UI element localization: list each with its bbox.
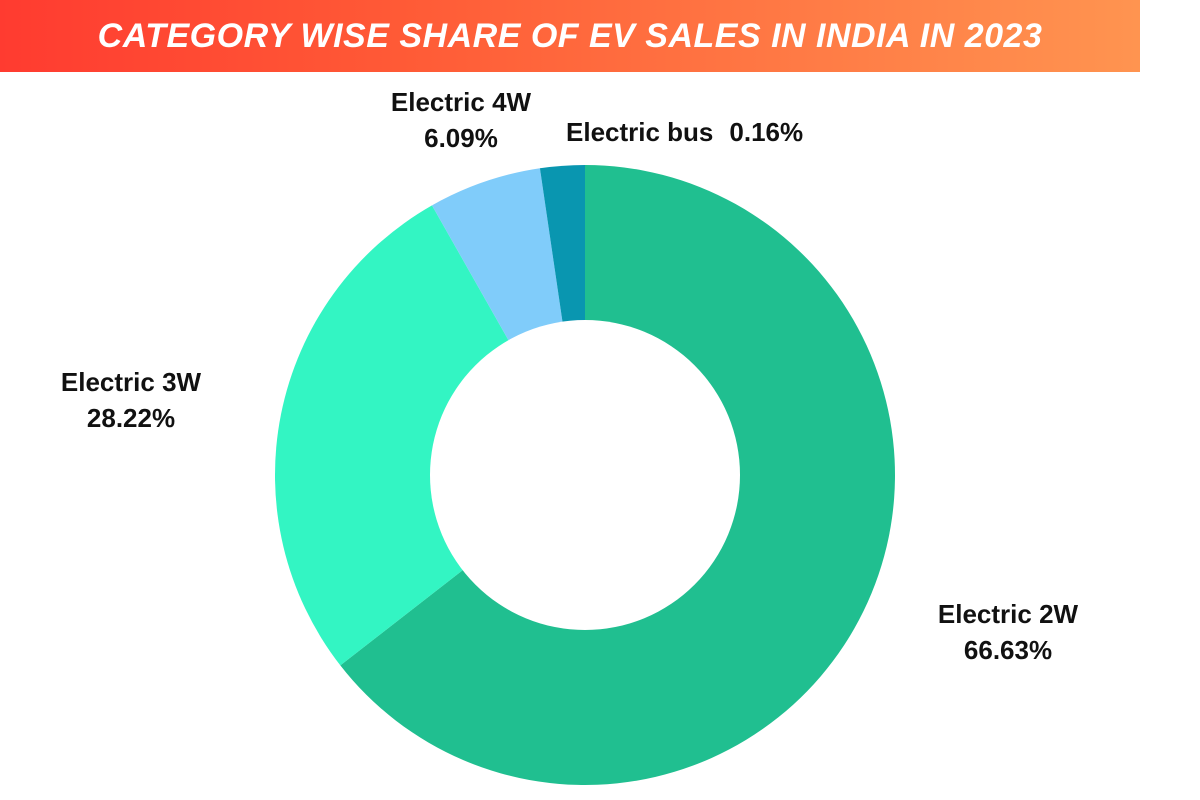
label-electric-3w-value: 28.22% xyxy=(86,403,176,433)
label-electric-2w: Electric 2W 66.63% xyxy=(918,596,1098,668)
label-electric-4w-name: Electric 4W xyxy=(390,87,532,117)
label-electric-3w: Electric 3W 28.22% xyxy=(40,364,222,436)
label-electric-2w-name: Electric 2W xyxy=(937,599,1079,629)
label-electric-bus-value: 0.16% xyxy=(729,117,804,147)
label-electric-4w-value: 6.09% xyxy=(424,123,498,153)
label-electric-bus: Electric bus 0.16% xyxy=(566,114,803,150)
donut-hole xyxy=(430,320,740,630)
label-electric-bus-name: Electric bus xyxy=(566,117,714,147)
chart-title: CATEGORY WISE SHARE OF EV SALES IN INDIA… xyxy=(97,16,1043,55)
label-electric-2w-value: 66.63% xyxy=(963,635,1053,665)
label-electric-4w: Electric 4W 6.09% xyxy=(372,84,550,156)
title-banner: CATEGORY WISE SHARE OF EV SALES IN INDIA… xyxy=(0,0,1140,72)
label-electric-3w-name: Electric 3W xyxy=(60,367,202,397)
slice-electric-3w xyxy=(274,205,585,666)
